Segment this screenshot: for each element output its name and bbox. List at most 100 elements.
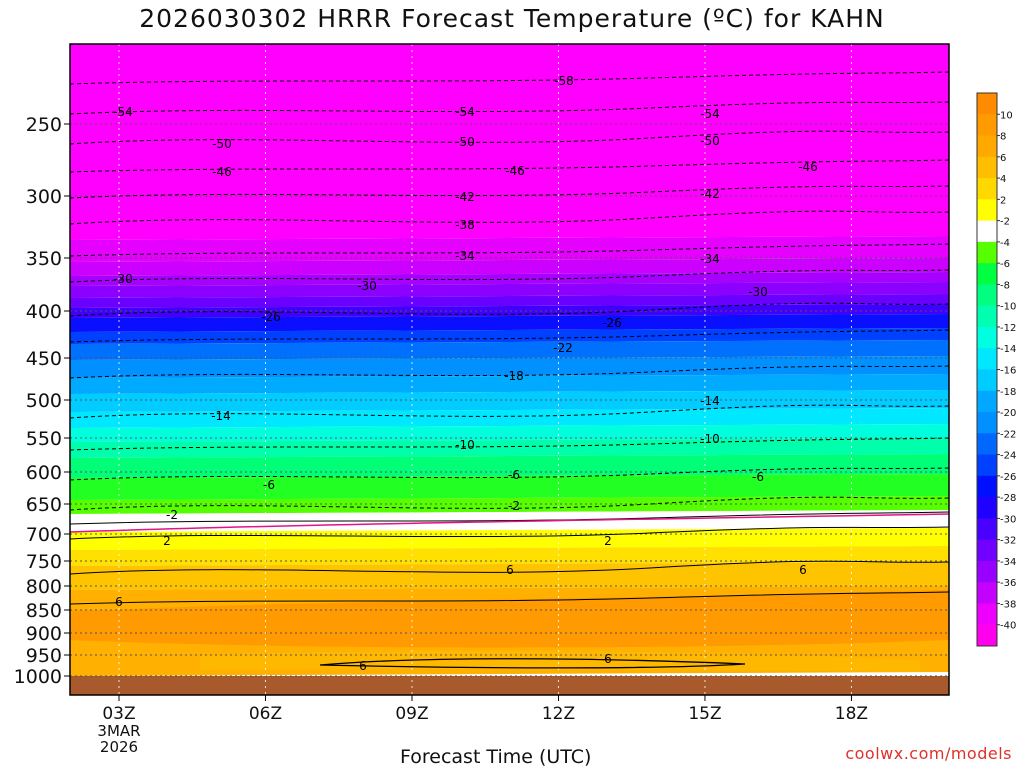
colorbar-label: 2 — [1000, 195, 1006, 206]
colorbar-swatch — [977, 156, 997, 179]
x-tick-label: 18Z — [835, 704, 868, 724]
plot-frame — [69, 43, 950, 696]
y-tick-label: 650 — [26, 494, 62, 516]
temperature-band — [70, 314, 949, 332]
y-tick-label: 600 — [26, 462, 62, 484]
temperature-band — [70, 44, 949, 240]
temperature-bands — [70, 44, 949, 676]
colorbar-swatch — [977, 497, 997, 519]
temperature-band — [70, 546, 949, 566]
colorbar-swatch — [977, 390, 997, 413]
colorbar-swatch — [977, 412, 997, 434]
colorbar-label: -4 — [1000, 238, 1010, 249]
temperature-band — [70, 474, 949, 500]
contour-line — [69, 71, 950, 85]
contour-line — [69, 302, 950, 317]
colorbar-swatch — [977, 220, 997, 243]
colorbar-swatch — [977, 348, 997, 370]
colorbar-swatch — [977, 178, 997, 200]
colorbar-label: -24 — [1000, 451, 1016, 462]
contour-line — [69, 496, 950, 511]
colorbar-label: -28 — [1000, 493, 1016, 504]
contour-label: -14 — [700, 394, 720, 408]
contour-line — [69, 437, 950, 451]
contour-label: -42 — [700, 187, 720, 201]
temperature-band — [70, 496, 949, 514]
contour-label: 2 — [163, 534, 171, 548]
contour-label: -42 — [455, 190, 475, 204]
y-tick-label: 750 — [26, 551, 62, 573]
contour-label: -46 — [212, 165, 232, 179]
colorbar-label: -40 — [1000, 621, 1016, 632]
credit-link[interactable]: coolwx.com/models — [845, 744, 1012, 763]
colorbar-label: -6 — [1000, 259, 1010, 270]
freezing-line — [69, 513, 950, 533]
temperature-band — [70, 282, 949, 298]
contour-line — [69, 159, 950, 173]
x-tick-label: 03Z — [102, 704, 135, 724]
temperature-band — [70, 340, 949, 360]
contour-line — [69, 329, 950, 343]
contour-label: -30 — [113, 272, 133, 286]
colorbar-swatch — [977, 582, 997, 604]
contour-line — [69, 101, 950, 115]
colorbar-swatch — [977, 624, 997, 647]
contour-line — [69, 269, 950, 283]
contour-label: -6 — [508, 468, 520, 482]
x-tick-label: 06Z — [249, 704, 282, 724]
y-tick-label: 900 — [26, 623, 62, 645]
temperature-band — [70, 438, 949, 458]
contour-label: -58 — [554, 74, 574, 88]
surface-ground — [70, 676, 949, 695]
y-tick-label: 400 — [26, 301, 62, 323]
colorbar-label: -38 — [1000, 599, 1016, 610]
contour-label: -34 — [700, 252, 720, 266]
colorbar-swatch — [977, 263, 997, 285]
contour-label: -38 — [455, 218, 475, 232]
contour-label: 6 — [359, 659, 367, 673]
colorbar-label: -16 — [1000, 366, 1016, 377]
contour-label: -10 — [700, 432, 720, 446]
colorbar-swatch — [977, 433, 997, 456]
temperature-band — [70, 562, 949, 590]
colorbar-label: -34 — [1000, 557, 1016, 568]
x-axis-label: Forecast Time (UTC) — [400, 746, 592, 768]
colorbar-swatch — [977, 284, 997, 307]
colorbar-label: -2 — [1000, 217, 1010, 228]
y-tick-label: 300 — [26, 186, 62, 208]
contour-line — [319, 658, 746, 669]
colorbar-label: -10 — [1000, 302, 1016, 313]
y-tick-label: 450 — [26, 348, 62, 370]
colorbar-label: 4 — [1000, 174, 1006, 185]
temperature-band — [70, 528, 949, 550]
colorbar-swatch — [977, 199, 997, 222]
colorbar-swatch — [977, 135, 997, 158]
y-tick-label: 550 — [26, 428, 62, 450]
contour-lines — [69, 71, 950, 669]
y-tick-label: 500 — [26, 390, 62, 412]
x-tick-label: 12Z — [542, 704, 575, 724]
colorbar-swatch — [977, 518, 997, 541]
temperature-band — [70, 356, 949, 378]
colorbar-label: -20 — [1000, 408, 1016, 419]
contour-label: -30 — [748, 285, 768, 299]
colorbar-label: -8 — [1000, 280, 1010, 291]
contour-label: -50 — [700, 134, 720, 148]
contour-line — [69, 404, 950, 419]
contour-line — [69, 591, 950, 605]
contour-label: 6 — [506, 563, 514, 577]
colorbar-label: -22 — [1000, 429, 1016, 440]
contour-label: 6 — [799, 563, 807, 577]
colorbar-label: 6 — [1000, 153, 1006, 164]
contour-label: -46 — [798, 160, 818, 174]
contour-line — [69, 210, 950, 225]
colorbar-swatch — [977, 241, 997, 264]
contour-line — [69, 130, 950, 145]
temperature-band — [70, 424, 949, 442]
contour-label: -34 — [455, 249, 475, 263]
temperature-band — [70, 236, 949, 262]
temperature-band — [70, 328, 949, 344]
contour-label: -26 — [602, 316, 622, 330]
